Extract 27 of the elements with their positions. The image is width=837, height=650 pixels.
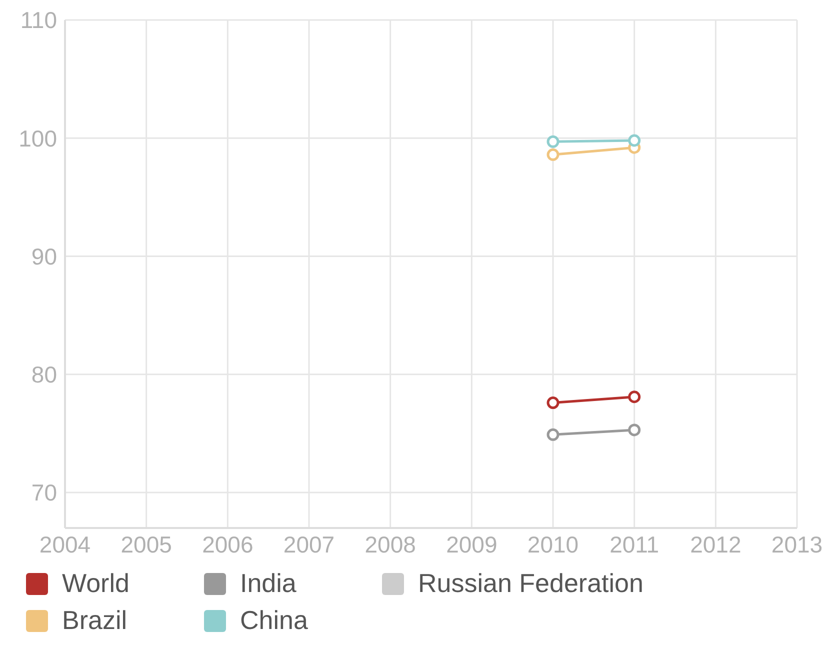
- y-tick-label: 110: [20, 7, 57, 34]
- point: [628, 424, 641, 436]
- x-tick-label: 2009: [446, 531, 498, 558]
- point: [546, 428, 560, 441]
- x-tick-label: 2012: [690, 531, 742, 558]
- y-tick-label: 90: [31, 243, 57, 270]
- legend-label: Brazil: [62, 605, 128, 636]
- x-tick-label: 2011: [610, 531, 660, 558]
- point: [546, 135, 560, 148]
- y-tick-label: 80: [31, 362, 57, 388]
- x-tick-label: 2005: [120, 531, 172, 558]
- x-tick-label: 2004: [39, 531, 91, 558]
- x-tick-label: 2008: [364, 531, 416, 558]
- x-tick-label: 2007: [283, 531, 335, 558]
- x-tick-label: 2010: [527, 531, 579, 558]
- y-tick-label: 100: [18, 125, 57, 152]
- y-tick-label: 70: [31, 480, 57, 506]
- point: [628, 134, 641, 147]
- point: [628, 390, 641, 404]
- legend-label: World: [62, 568, 130, 599]
- legend-label: India: [240, 568, 296, 599]
- legend-label: Russian Federation: [418, 568, 644, 599]
- point: [546, 148, 560, 161]
- legend-label: China: [240, 605, 308, 636]
- point: [546, 396, 560, 410]
- x-tick-label: 2013: [771, 531, 823, 558]
- x-tick-label: 2006: [202, 531, 254, 558]
